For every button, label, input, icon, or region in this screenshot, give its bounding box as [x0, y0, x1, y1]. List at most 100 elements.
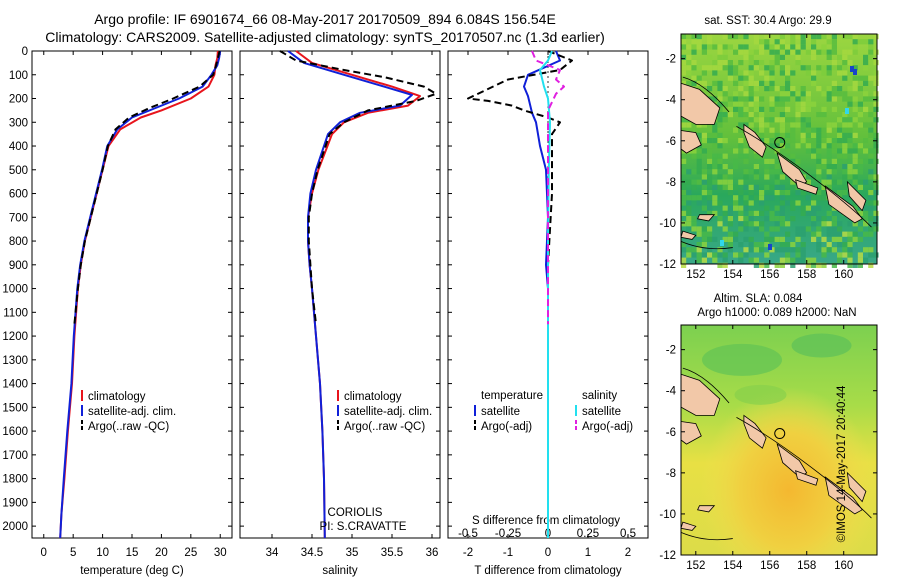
sst-cell	[816, 231, 822, 237]
x-tick-label: 1	[585, 547, 591, 559]
sst-cell	[722, 49, 728, 55]
sst-cell	[795, 231, 801, 237]
sst-cell	[795, 112, 801, 118]
sst-cell	[774, 164, 780, 170]
sst-cell	[753, 169, 759, 175]
sst-cell	[857, 262, 863, 268]
sst-cell	[831, 216, 837, 222]
sst-cell	[701, 236, 707, 242]
sst-cell	[707, 252, 713, 258]
sst-cell	[722, 174, 728, 180]
lon-tick-label: 160	[834, 560, 853, 572]
sst-cell	[857, 210, 863, 216]
sst-cell	[753, 80, 759, 86]
sst-cell	[748, 54, 754, 60]
sst-cell	[774, 216, 780, 222]
sst-cell	[831, 262, 837, 268]
sst-cell	[837, 236, 843, 242]
land-island	[743, 414, 767, 449]
x-tick-label: 30	[214, 547, 227, 559]
sst-cell	[873, 190, 879, 196]
sst-cell	[826, 184, 832, 190]
sst-cell	[727, 60, 733, 66]
sst-cell	[845, 108, 849, 114]
sst-cell	[769, 65, 775, 71]
sst-cell	[717, 122, 723, 128]
sst-cell	[769, 70, 775, 76]
sst-cell	[811, 75, 817, 81]
sst-cell	[863, 39, 869, 45]
sst-cell	[717, 91, 723, 97]
sst-cell	[707, 44, 713, 50]
sst-cell	[868, 54, 874, 60]
sst-cell	[852, 65, 858, 71]
sla-blob	[791, 333, 852, 358]
sst-cell	[842, 75, 848, 81]
sst-cell	[779, 127, 785, 133]
sst-cell	[790, 257, 796, 263]
sst-cell	[759, 44, 765, 50]
sst-cell	[816, 190, 822, 196]
x-tick-label: 10	[96, 547, 109, 559]
sst-cell	[831, 236, 837, 242]
sst-cell	[738, 190, 744, 196]
sst-cell	[852, 34, 858, 40]
sst-cell	[727, 148, 733, 154]
sst-cell	[717, 184, 723, 190]
sst-cell	[759, 242, 765, 248]
sst-cell	[816, 226, 822, 232]
sst-cell	[821, 112, 827, 118]
sst-cell	[800, 252, 806, 258]
sst-cell	[857, 184, 863, 190]
sst-cell	[707, 210, 713, 216]
sst-cell	[779, 101, 785, 107]
sst-cell	[863, 96, 869, 102]
sst-cell	[795, 190, 801, 196]
sst-cell	[738, 70, 744, 76]
sst-cell	[701, 44, 707, 50]
sst-cell	[681, 153, 687, 159]
x-axis-label: salinity	[322, 565, 357, 577]
sst-cell	[837, 221, 843, 227]
sst-cell	[764, 164, 770, 170]
sst-cell	[857, 169, 863, 175]
sst-cell	[712, 143, 718, 149]
sst-cell	[873, 148, 879, 154]
sst-cell	[743, 158, 749, 164]
plot-frame	[31, 50, 233, 539]
sst-cell	[686, 80, 692, 86]
sst-cell	[753, 86, 759, 92]
sst-cell	[722, 164, 728, 170]
sst-cell	[779, 91, 785, 97]
y-tick-label: 800	[9, 236, 28, 248]
sst-cell	[681, 70, 687, 76]
sst-cell	[738, 143, 744, 149]
sst-cell	[816, 262, 822, 268]
sst-cell	[779, 216, 785, 222]
sst-cell	[696, 179, 702, 185]
sst-cell	[769, 106, 775, 112]
sst-cell	[805, 49, 811, 55]
sst-cell	[873, 106, 879, 112]
sst-cell	[842, 143, 848, 149]
sla-blob	[702, 343, 783, 376]
sst-cell	[764, 158, 770, 164]
sst-cell	[743, 34, 749, 40]
sst-cell	[738, 153, 744, 159]
sst-cell	[831, 39, 837, 45]
sst-cell	[748, 210, 754, 216]
sst-cell	[795, 252, 801, 258]
sst-cell	[722, 184, 728, 190]
sst-cell	[774, 54, 780, 60]
sst-cell	[727, 236, 733, 242]
sst-cell	[696, 158, 702, 164]
sst-cell	[686, 252, 692, 258]
sst-cell	[733, 158, 739, 164]
sst-cell	[795, 247, 801, 253]
sst-cell	[743, 174, 749, 180]
sst-cell	[842, 70, 848, 76]
sst-cell	[696, 80, 702, 86]
sst-cell	[738, 242, 744, 248]
sst-cell	[707, 226, 713, 232]
sst-cell	[790, 247, 796, 253]
